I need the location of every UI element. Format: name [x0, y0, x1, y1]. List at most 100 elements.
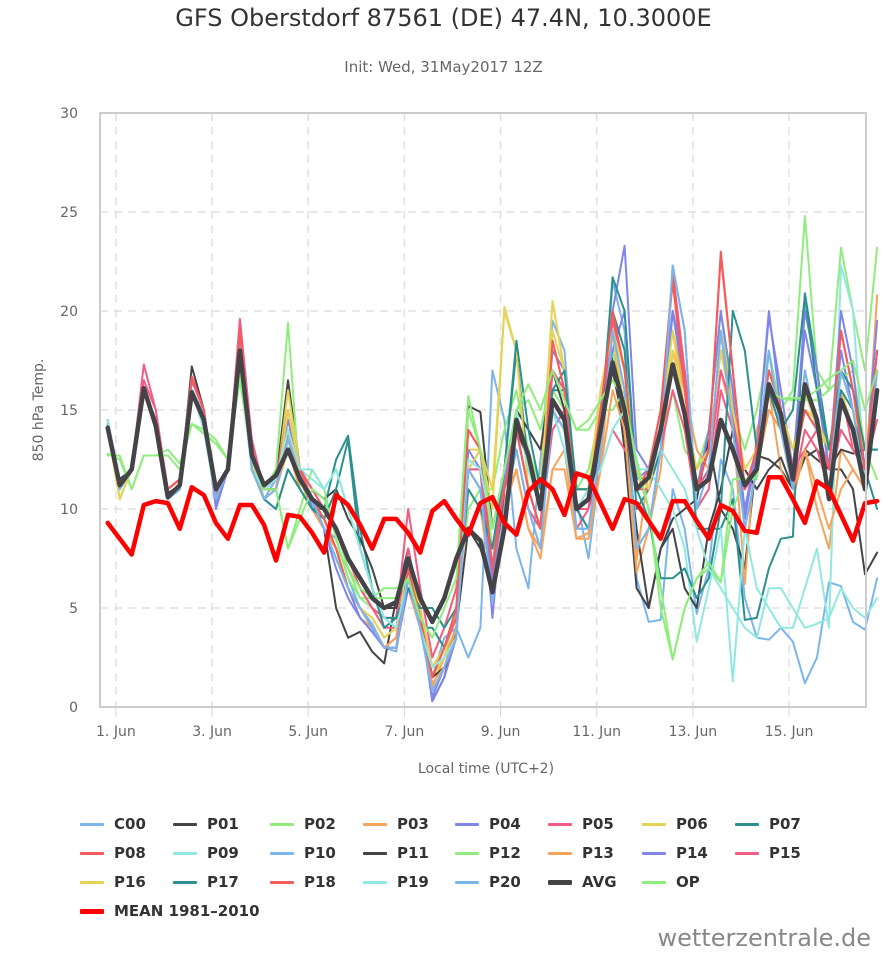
legend-item-p16[interactable]: P16 — [80, 870, 146, 894]
legend-item-p18[interactable]: P18 — [270, 870, 336, 894]
y-tick-label: 25 — [60, 205, 78, 221]
legend-label: P17 — [207, 873, 239, 891]
legend-item-p03[interactable]: P03 — [363, 812, 429, 836]
legend-swatch-icon — [173, 880, 197, 884]
y-tick-label: 15 — [60, 403, 78, 419]
y-tick-label: 0 — [69, 700, 78, 716]
legend-label: P16 — [114, 873, 146, 891]
y-tick-label: 30 — [60, 106, 78, 122]
legend-swatch-icon — [455, 851, 479, 855]
legend-swatch-icon — [455, 880, 479, 884]
legend-label: P14 — [676, 844, 708, 862]
legend-swatch-icon — [642, 880, 666, 884]
legend-item-p05[interactable]: P05 — [548, 812, 614, 836]
y-tick-label: 5 — [69, 601, 78, 617]
legend-label: P08 — [114, 844, 146, 862]
legend-item-p19[interactable]: P19 — [363, 870, 429, 894]
legend-label: OP — [676, 873, 700, 891]
legend-label: P07 — [769, 815, 801, 833]
legend-label: P04 — [489, 815, 521, 833]
legend-label: P20 — [489, 873, 521, 891]
legend-item-p07[interactable]: P07 — [735, 812, 801, 836]
y-tick-label: 10 — [60, 502, 78, 518]
legend-swatch-icon — [363, 880, 387, 884]
legend-label: P09 — [207, 844, 239, 862]
x-tick-label: 9. Jun — [481, 724, 521, 740]
legend-label: MEAN 1981–2010 — [114, 902, 260, 920]
legend-swatch-icon — [173, 822, 197, 826]
legend-label: P06 — [676, 815, 708, 833]
legend-item-p06[interactable]: P06 — [642, 812, 708, 836]
x-tick-label: 1. Jun — [96, 724, 136, 740]
legend-swatch-icon — [548, 822, 572, 826]
legend-swatch-icon — [363, 851, 387, 855]
legend-swatch-icon — [735, 822, 759, 826]
legend-item-p10[interactable]: P10 — [270, 841, 336, 865]
y-tick-label: 20 — [60, 304, 78, 320]
legend-swatch-icon — [80, 822, 104, 826]
x-axis: 1. Jun 3. Jun 5. Jun 7. Jun 9. Jun 11. Jun 13.… — [96, 707, 813, 740]
legend-swatch-icon — [548, 879, 572, 885]
series-line-mean-1981-2010[interactable] — [105, 471, 880, 563]
legend-item-p15[interactable]: P15 — [735, 841, 801, 865]
legend-label: P01 — [207, 815, 239, 833]
legend-item-p08[interactable]: P08 — [80, 841, 146, 865]
legend-item-p14[interactable]: P14 — [642, 841, 708, 865]
legend-swatch-icon — [270, 880, 294, 884]
legend-swatch-icon — [642, 851, 666, 855]
legend-label: P10 — [304, 844, 336, 862]
series-group — [105, 215, 880, 703]
series-line-avg[interactable] — [105, 348, 880, 625]
legend-label: P13 — [582, 844, 614, 862]
legend-item-p13[interactable]: P13 — [548, 841, 614, 865]
legend-item-c00[interactable]: C00 — [80, 812, 146, 836]
legend-item-p02[interactable]: P02 — [270, 812, 336, 836]
legend-swatch-icon — [80, 908, 104, 914]
legend-swatch-icon — [642, 822, 666, 826]
legend-item-p04[interactable]: P04 — [455, 812, 521, 836]
y-axis: 0 5 10 15 20 25 30 — [60, 106, 78, 716]
legend-swatch-icon — [270, 822, 294, 826]
legend-swatch-icon — [270, 851, 294, 855]
x-tick-label: 7. Jun — [385, 724, 425, 740]
legend-swatch-icon — [80, 851, 104, 855]
legend-swatch-icon — [735, 851, 759, 855]
legend-label: P12 — [489, 844, 521, 862]
legend-item-op[interactable]: OP — [642, 870, 700, 894]
legend-swatch-icon — [455, 822, 479, 826]
legend-label: P18 — [304, 873, 336, 891]
legend-item-p01[interactable]: P01 — [173, 812, 239, 836]
x-tick-label: 11. Jun — [572, 724, 621, 740]
legend-item-p20[interactable]: P20 — [455, 870, 521, 894]
legend-label: P15 — [769, 844, 801, 862]
x-axis-title: Local time (UTC+2) — [418, 761, 554, 777]
legend-item-p17[interactable]: P17 — [173, 870, 239, 894]
legend-label: P03 — [397, 815, 429, 833]
chart-subtitle: Init: Wed, 31May2017 12Z — [344, 58, 543, 76]
legend-label: P11 — [397, 844, 429, 862]
gridlines — [100, 113, 866, 707]
legend-label: P05 — [582, 815, 614, 833]
x-tick-label: 15. Jun — [765, 724, 814, 740]
chart-title: GFS Oberstdorf 87561 (DE) 47.4N, 10.3000… — [175, 4, 712, 32]
x-tick-label: 3. Jun — [192, 724, 232, 740]
x-tick-label: 5. Jun — [288, 724, 328, 740]
legend-label: P19 — [397, 873, 429, 891]
legend-item-avg[interactable]: AVG — [548, 870, 617, 894]
legend-swatch-icon — [363, 822, 387, 826]
legend-label: P02 — [304, 815, 336, 833]
y-axis-title: 850 hPa Temp. — [31, 359, 47, 462]
legend-swatch-icon — [548, 851, 572, 855]
plot-border — [99, 112, 867, 708]
legend-label: AVG — [582, 873, 617, 891]
legend-item-p12[interactable]: P12 — [455, 841, 521, 865]
legend-item-mean-1981-2010[interactable]: MEAN 1981–2010 — [80, 899, 260, 923]
legend-swatch-icon — [80, 880, 104, 884]
legend-item-p11[interactable]: P11 — [363, 841, 429, 865]
legend-item-p09[interactable]: P09 — [173, 841, 239, 865]
x-tick-label: 13. Jun — [669, 724, 718, 740]
watermark: wetterzentrale.de — [657, 924, 871, 952]
legend-label: C00 — [114, 815, 146, 833]
legend-swatch-icon — [173, 851, 197, 855]
